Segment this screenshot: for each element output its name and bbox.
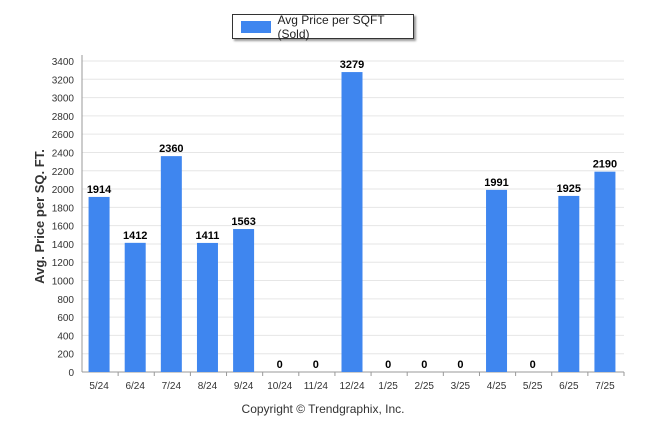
bar xyxy=(341,72,363,373)
legend-swatch xyxy=(241,20,272,33)
data-label: 0 xyxy=(313,359,319,371)
data-label: 1411 xyxy=(196,230,220,242)
data-label: 1563 xyxy=(231,216,255,228)
x-tick-label: 5/25 xyxy=(523,381,543,392)
legend-label: Avg Price per SQFT (Sold) xyxy=(277,12,385,41)
x-tick-label: 8/24 xyxy=(198,381,218,392)
data-label: 0 xyxy=(530,359,536,371)
y-tick-label: 3400 xyxy=(52,57,75,68)
y-tick-label: 0 xyxy=(68,368,74,379)
x-tick-label: 7/25 xyxy=(595,381,615,392)
y-tick-label: 2600 xyxy=(52,130,75,141)
y-tick-label: 600 xyxy=(57,313,74,324)
y-tick-label: 1200 xyxy=(52,258,75,269)
x-tick-label: 5/24 xyxy=(89,381,109,392)
x-tick-label: 12/24 xyxy=(339,381,364,392)
y-tick-label: 1000 xyxy=(52,277,75,288)
y-tick-label: 2800 xyxy=(52,112,75,123)
y-tick-label: 3000 xyxy=(52,94,75,105)
data-label: 2190 xyxy=(593,159,617,171)
data-label: 1991 xyxy=(484,177,508,189)
x-tick-label: 4/25 xyxy=(487,381,507,392)
y-tick-label: 1400 xyxy=(52,240,75,251)
x-tick-label: 9/24 xyxy=(234,381,254,392)
data-label: 0 xyxy=(457,359,463,371)
x-tick-label: 11/24 xyxy=(304,381,329,392)
data-label: 0 xyxy=(421,359,427,371)
x-tick-label: 6/25 xyxy=(559,381,579,392)
data-label: 1925 xyxy=(557,183,581,195)
data-label: 1412 xyxy=(123,230,147,242)
bar xyxy=(160,156,182,372)
bar xyxy=(88,196,110,372)
y-tick-label: 400 xyxy=(57,331,74,342)
y-axis-title: Avg. Price per SQ. FT. xyxy=(32,149,47,284)
x-tick-label: 3/25 xyxy=(451,381,471,392)
bar xyxy=(233,229,255,372)
data-label: 2360 xyxy=(159,143,183,155)
x-tick-label: 7/24 xyxy=(162,381,182,392)
y-tick-label: 200 xyxy=(57,350,74,361)
data-label: 0 xyxy=(385,359,391,371)
x-tick-label: 1/25 xyxy=(378,381,398,392)
y-tick-label: 2400 xyxy=(52,148,75,159)
x-tick-label: 2/25 xyxy=(415,381,435,392)
copyright-text: Copyright © Trendgraphix, Inc. xyxy=(241,402,405,416)
bar xyxy=(124,242,146,372)
y-tick-label: 3200 xyxy=(52,75,75,86)
bar xyxy=(558,195,580,372)
y-tick-label: 2000 xyxy=(52,185,75,196)
y-tick-label: 800 xyxy=(57,295,74,306)
bar xyxy=(196,242,218,372)
bar xyxy=(594,171,616,372)
x-tick-label: 6/24 xyxy=(125,381,145,392)
data-label: 1914 xyxy=(87,184,112,196)
x-tick-label: 10/24 xyxy=(267,381,292,392)
data-label: 0 xyxy=(277,359,283,371)
bar xyxy=(486,189,508,372)
y-tick-label: 1600 xyxy=(52,222,75,233)
y-tick-label: 1800 xyxy=(52,203,75,214)
chart-legend[interactable]: Avg Price per SQFT (Sold) xyxy=(232,12,414,41)
data-label: 3279 xyxy=(340,59,364,71)
y-tick-label: 2200 xyxy=(52,167,75,178)
